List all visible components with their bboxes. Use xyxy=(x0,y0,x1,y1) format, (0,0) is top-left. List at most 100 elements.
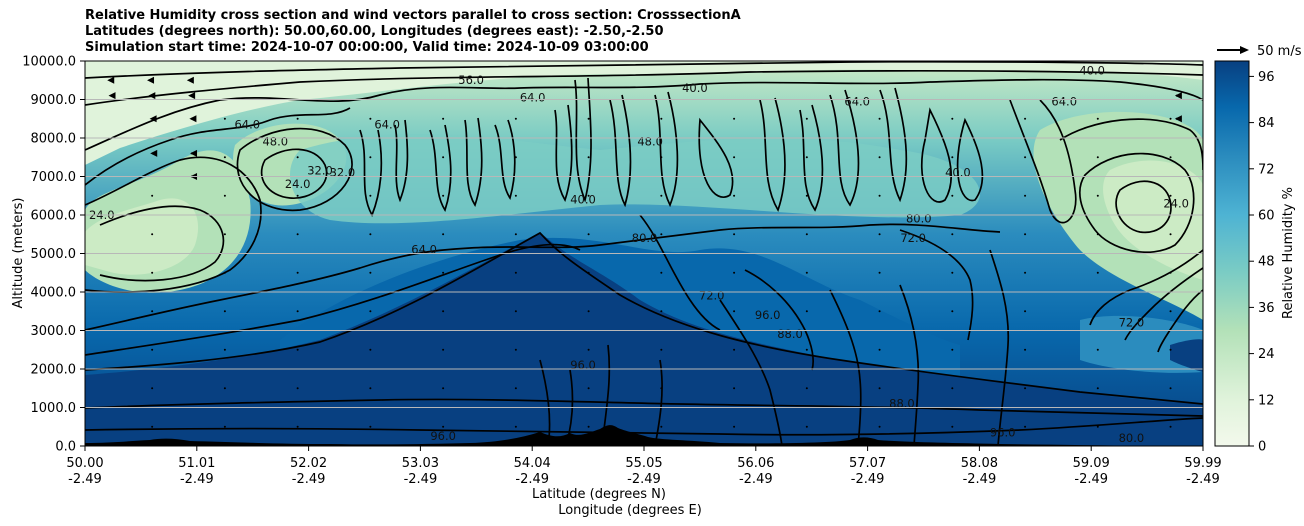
wind-vector-calm xyxy=(151,310,154,313)
chart-subtitle-times: Simulation start time: 2024-10-07 00:00:… xyxy=(85,40,649,55)
contour-line xyxy=(719,299,783,446)
wind-vector-calm xyxy=(1024,310,1027,313)
x-tick-label-lat: 50.00 xyxy=(66,456,103,471)
wind-vector-calm xyxy=(1169,310,1172,313)
y-axis-label: Altitude (meters) xyxy=(11,198,26,309)
wind-vector-calm xyxy=(296,156,299,159)
contour-label: 80.0 xyxy=(632,231,658,245)
wind-vector xyxy=(150,149,158,157)
chart-subtitle-coordinates: Latitudes (degrees north): 50.00,60.00, … xyxy=(85,24,664,39)
wind-vector-calm xyxy=(660,348,663,351)
wind-vector-calm xyxy=(660,117,663,120)
x-axis-label-longitude: Longitude (degrees E) xyxy=(558,503,702,518)
wind-vector-calm xyxy=(151,233,154,236)
wind-vector-calm xyxy=(733,271,736,274)
colorbar-tick-label: 84 xyxy=(1258,116,1275,131)
wind-vector-calm xyxy=(369,117,372,120)
wind-vector-calm xyxy=(151,194,154,197)
contour-label: 72.0 xyxy=(1119,316,1145,330)
wind-vector-calm xyxy=(1169,271,1172,274)
wind-vector-calm xyxy=(1024,233,1027,236)
contour-label: 64.0 xyxy=(520,90,546,104)
contour-label: 64.0 xyxy=(1051,94,1077,108)
contour-line xyxy=(260,148,328,199)
wind-vector-calm xyxy=(1024,387,1027,390)
wind-vector-calm xyxy=(223,271,226,274)
wind-vector-calm xyxy=(1024,425,1027,428)
x-tick-label-lat: 53.03 xyxy=(402,456,439,471)
wind-vector-calm xyxy=(296,387,299,390)
x-tick-label-lat: 57.07 xyxy=(849,456,886,471)
wind-vector-calm xyxy=(514,425,517,428)
wind-vector-calm xyxy=(223,310,226,313)
wind-vector xyxy=(189,115,197,123)
wind-vector xyxy=(186,76,194,84)
wind-vector-calm xyxy=(805,117,808,120)
humidity-saturated-core xyxy=(85,232,1203,446)
x-tick-label-lat: 55.05 xyxy=(625,456,662,471)
wind-vector-calm xyxy=(660,156,663,159)
wind-vector-calm xyxy=(296,348,299,351)
contour-line xyxy=(85,107,351,186)
wind-vector-calm xyxy=(369,310,372,313)
wind-vector-calm xyxy=(296,310,299,313)
wind-vector-calm xyxy=(805,194,808,197)
wind-vector-calm xyxy=(660,194,663,197)
wind-vector-calm xyxy=(514,117,517,120)
contour-line xyxy=(829,289,862,446)
contour-label: 96.0 xyxy=(430,429,456,443)
wind-vector-calm xyxy=(951,348,954,351)
y-tick-label: 4000.0 xyxy=(31,286,77,301)
y-tick-label: 10000.0 xyxy=(22,55,76,70)
wind-vector-calm xyxy=(442,117,445,120)
wind-vector-calm xyxy=(660,271,663,274)
contour-line xyxy=(829,89,860,207)
wind-vector-calm xyxy=(587,271,590,274)
wind-vector-calm xyxy=(223,233,226,236)
x-tick-label-lon: -2.49 xyxy=(515,472,549,487)
contour-line xyxy=(85,231,1203,405)
wind-vector-calm xyxy=(733,233,736,236)
contour-line xyxy=(989,249,1010,446)
wind-key: 50 m/s xyxy=(1217,44,1302,59)
y-tick-label: 3000.0 xyxy=(31,324,77,339)
wind-vector-calm xyxy=(951,117,954,120)
wind-vector-calm xyxy=(369,348,372,351)
wind-vector-calm xyxy=(951,387,954,390)
contour-line xyxy=(639,214,721,331)
contour-line xyxy=(1115,180,1172,234)
wind-vector-calm xyxy=(1169,348,1172,351)
contour-label: 32.0 xyxy=(307,164,333,178)
contour-label: 96.0 xyxy=(570,358,596,372)
wind-vector-calm xyxy=(151,271,154,274)
x-tick-label-lon: -2.49 xyxy=(180,472,214,487)
wind-vector-calm xyxy=(951,156,954,159)
y-tick-label: 6000.0 xyxy=(31,209,77,224)
wind-vector-calm xyxy=(442,387,445,390)
contour-label: 72.0 xyxy=(900,231,926,245)
colorbar-tick-label: 60 xyxy=(1258,209,1275,224)
wind-vector xyxy=(1174,115,1182,123)
wind-vector-calm xyxy=(805,425,808,428)
wind-vector-calm xyxy=(1096,194,1099,197)
contour-label: 96.0 xyxy=(755,308,781,322)
wind-vector-calm xyxy=(1169,194,1172,197)
wind-vector-calm xyxy=(296,233,299,236)
x-tick-label-lon: -2.49 xyxy=(851,472,885,487)
humidity-right-edge-core xyxy=(1170,339,1203,372)
x-tick-label-lat: 56.06 xyxy=(737,456,774,471)
wind-vector-calm xyxy=(514,156,517,159)
y-tick-label: 1000.0 xyxy=(31,401,77,416)
contour-line xyxy=(85,243,581,356)
contour-line xyxy=(85,78,1203,151)
wind-vector-calm xyxy=(514,233,517,236)
contour-label: 56.0 xyxy=(458,73,484,87)
contour-line xyxy=(394,119,409,203)
contour-line xyxy=(429,124,452,212)
contour-label: 48.0 xyxy=(262,135,288,149)
contour-line xyxy=(574,77,592,203)
wind-vector-calm xyxy=(1169,387,1172,390)
wind-vector-calm xyxy=(442,156,445,159)
wind-vector-calm xyxy=(514,348,517,351)
wind-vector-calm xyxy=(442,194,445,197)
